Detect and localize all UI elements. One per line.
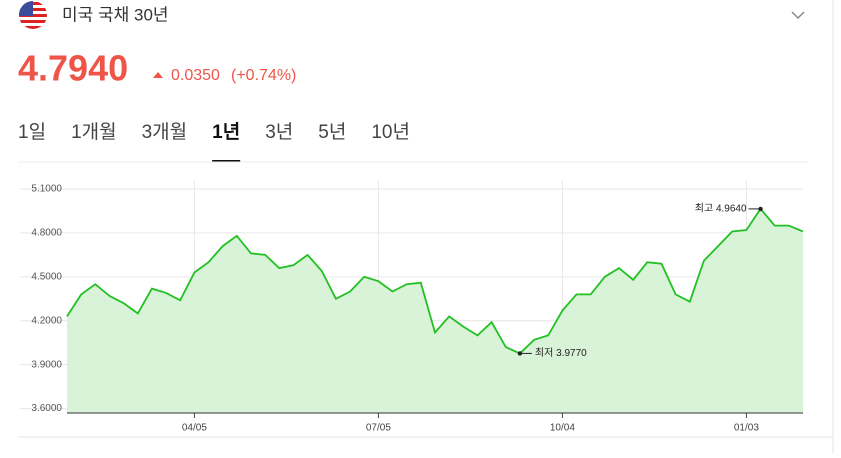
y-tick-label: 5.1000 <box>31 184 62 195</box>
high-point <box>758 206 763 212</box>
expand-chevron[interactable] <box>791 11 805 20</box>
x-tick-label: 07/05 <box>366 423 391 434</box>
change: 0.0350 <box>171 67 220 84</box>
tab[interactable]: 10년 <box>371 121 410 143</box>
y-tick-label: 3.6000 <box>31 403 62 414</box>
x-tick-label: 10/04 <box>550 423 575 434</box>
price-line <box>66 207 804 355</box>
flag-icon <box>19 1 47 29</box>
x-tick-label: 04/05 <box>182 423 207 434</box>
x-tick-label: 01/03 <box>734 423 759 434</box>
y-tick-label: 3.9000 <box>31 359 62 370</box>
high-annotation: 최고 4.9640 <box>695 203 747 215</box>
active-tab-underline <box>212 160 241 162</box>
low-annotation: 최저 3.9770 <box>535 347 587 359</box>
y-tick-label: 4.2000 <box>31 315 62 326</box>
change-percent: (+0.74%) <box>231 67 296 84</box>
y-tick-label: 4.8000 <box>31 228 62 239</box>
up-arrow <box>153 72 163 78</box>
area-fill <box>67 208 803 413</box>
tab[interactable]: 3개월 <box>142 121 188 143</box>
price: 4.7940 <box>18 48 128 89</box>
low-point <box>517 351 523 356</box>
chart: 3.6000 3.9000 4.2000 4.5000 4.8000 5.1000 04/0… <box>18 181 833 438</box>
tab[interactable]: 1개월 <box>71 121 117 143</box>
title: 미국 국채 30년 <box>62 5 169 24</box>
y-tick-label: 4.5000 <box>31 271 62 282</box>
tab[interactable]: 1일 <box>18 121 46 143</box>
tab[interactable]: 1년 <box>212 121 240 143</box>
tab[interactable]: 5년 <box>318 121 346 143</box>
period-tabs: 1일 1개월 3개월 1년 3년 5년 10년 <box>18 121 410 162</box>
tab[interactable]: 3년 <box>265 121 293 143</box>
